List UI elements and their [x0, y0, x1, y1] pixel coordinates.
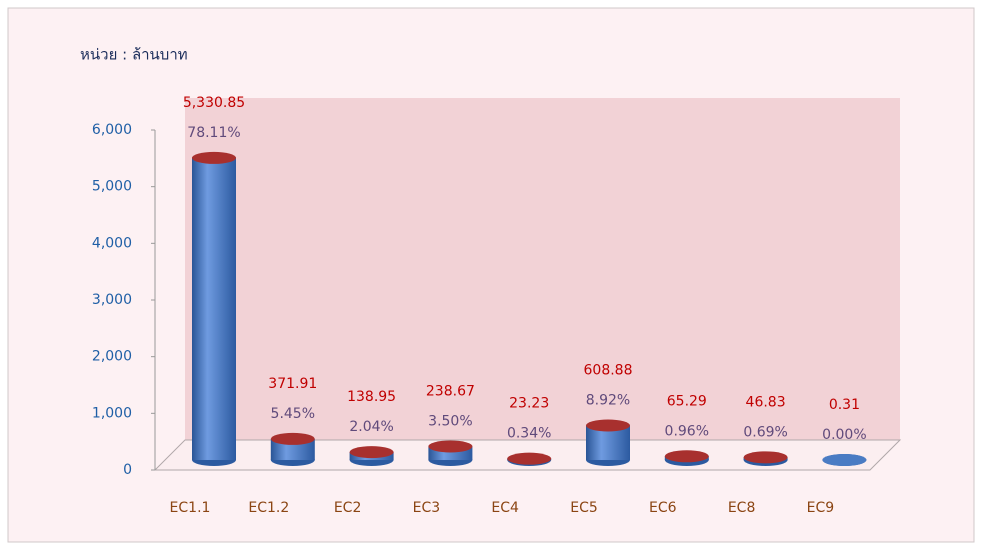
- share-label: 0.00%: [822, 427, 866, 443]
- x-tick-label: EC8: [728, 500, 756, 516]
- bar: [192, 157, 236, 460]
- share-label: 5.45%: [271, 406, 315, 422]
- bar-top: [586, 419, 630, 432]
- value-label: 371.91: [268, 376, 317, 392]
- share-label: 0.69%: [743, 424, 787, 440]
- bar-top: [507, 452, 552, 465]
- share-label: 3.50%: [428, 413, 472, 429]
- y-tick-label: 5,000: [92, 179, 132, 195]
- x-tick-label: EC2: [334, 500, 362, 516]
- x-tick-label: EC6: [649, 500, 677, 516]
- value-label: 608.88: [584, 362, 633, 378]
- value-label: 5,330.85: [183, 95, 245, 111]
- bar-top: [270, 432, 315, 445]
- bar-top: [192, 151, 236, 164]
- bar-top: [428, 440, 473, 453]
- bar-top: [664, 450, 709, 463]
- y-tick-label: 2,000: [92, 349, 132, 365]
- value-label: 46.83: [746, 394, 786, 410]
- share-label: 78.11%: [187, 125, 240, 141]
- y-tick-label: 1,000: [92, 405, 132, 421]
- value-label: 138.95: [347, 389, 396, 405]
- plot-wall: [185, 98, 900, 440]
- bar: [270, 438, 315, 460]
- x-tick-label: EC4: [491, 500, 519, 516]
- x-tick-label: EC3: [413, 500, 441, 516]
- x-tick-label: EC9: [807, 500, 835, 516]
- y-tick-label: 3,000: [92, 292, 132, 308]
- value-label: 0.31: [829, 397, 860, 413]
- unit-label: หน่วย : ล้านบาท: [80, 46, 188, 64]
- x-tick-label: EC1.2: [248, 500, 289, 516]
- y-tick-label: 0: [123, 462, 132, 478]
- bar-top: [349, 446, 394, 459]
- value-label: 65.29: [667, 393, 707, 409]
- share-label: 0.96%: [665, 423, 709, 439]
- y-tick-label: 6,000: [92, 122, 132, 138]
- share-label: 0.34%: [507, 426, 551, 442]
- value-label: 238.67: [426, 383, 475, 399]
- share-label: 2.04%: [349, 419, 393, 435]
- value-label: 23.23: [509, 396, 549, 412]
- x-tick-label: EC5: [570, 500, 598, 516]
- x-tick-label: EC1.1: [170, 500, 211, 516]
- bar-top: [822, 453, 867, 466]
- share-label: 8.92%: [586, 392, 630, 408]
- bar-top: [743, 451, 788, 464]
- y-tick-label: 4,000: [92, 235, 132, 251]
